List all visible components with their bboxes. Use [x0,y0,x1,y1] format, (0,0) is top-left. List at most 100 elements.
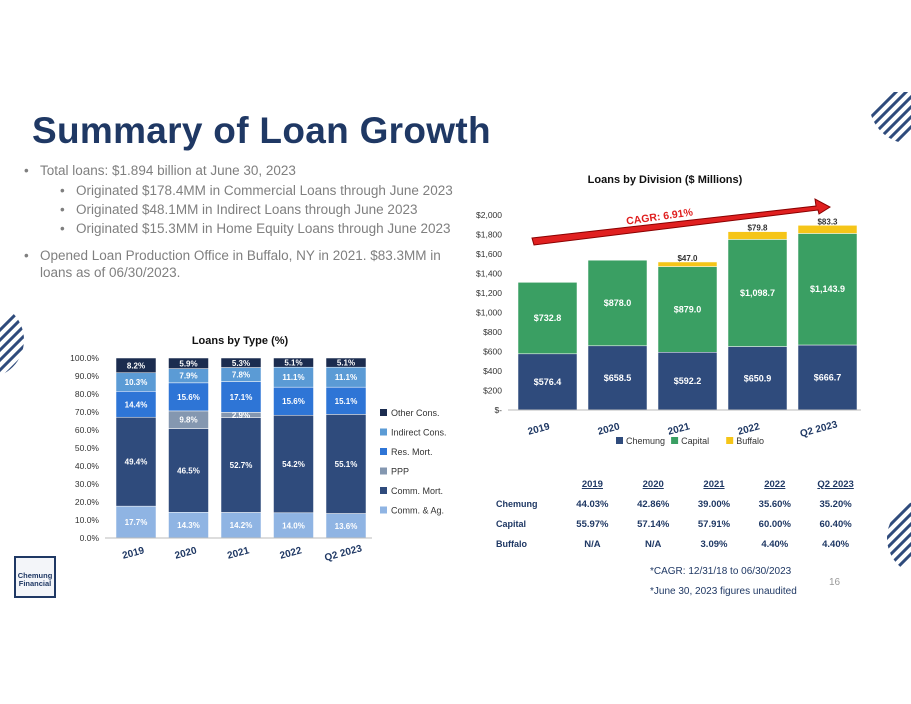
table-cell: 4.40% [822,538,850,550]
division-share-table: 2019 2020 2021 2022 Q2 2023 Chemung 44.0… [496,474,866,554]
cagr-arrow [531,198,831,246]
bar-segment [797,225,858,234]
data-label: 5.1% [284,359,302,368]
row-label: Chemung [496,499,538,509]
data-label: 7.8% [232,371,250,380]
data-label: 14.0% [282,521,305,530]
legend-swatch [671,437,679,444]
table-cell: 35.20% [819,498,852,510]
bar-segment [220,381,262,413]
legend-swatch [726,437,734,444]
x-tick-label: 2020 [174,545,199,561]
y-tick-label: $- [494,405,502,415]
bar-segment [273,357,314,368]
legend-label: Res. Mort. [391,447,433,457]
x-tick-label: 2019 [121,545,146,561]
data-label: 15.1% [335,397,358,406]
table-cell: 42.86% [637,498,670,510]
x-tick-label: 2019 [527,421,552,437]
legend-label: PPP [391,467,409,477]
data-label: $879.0 [674,304,702,314]
bar-segment [517,353,578,411]
decor-stripes-top-right [869,92,911,144]
bar-segment [325,414,367,514]
table-header-cell: 2022 [764,478,786,490]
x-tick-label: 2020 [597,421,622,437]
loans-by-type-title: Loans by Type (%) [191,335,289,347]
y-tick-label: $600 [483,347,502,357]
table-cell: 4.40% [761,538,789,550]
data-label: $576.4 [534,377,562,387]
legend-swatch [380,506,387,514]
bar-segment [168,512,209,539]
data-label: 11.1% [282,373,304,382]
data-label: 14.3% [177,521,200,530]
data-label: 15.6% [177,393,200,402]
data-label: 52.7% [230,461,253,470]
bar-segment [657,266,718,353]
table-header-cell: 2021 [703,478,725,490]
data-label: 5.1% [337,359,355,368]
legend-label: Chemung [626,436,665,446]
legend-label: Buffalo [736,436,764,446]
loans-by-division-title: Loans by Division ($ Millions) [587,174,743,186]
bar-segment [517,282,578,355]
table-cell: 39.00% [697,498,731,510]
table-cell: 57.91% [697,518,731,530]
bar-segment [797,344,858,411]
bar-segment [220,357,262,368]
y-tick-label: 50.0% [75,443,100,453]
data-label: $83.3 [817,217,838,226]
data-label: 46.5% [177,466,200,475]
table-cell: N/A [645,538,662,550]
data-label: 5.9% [179,359,197,368]
data-label: 54.2% [282,460,305,469]
bar-segment [587,259,648,347]
bar-segment [168,357,209,369]
table-header-cell: 2020 [642,478,664,490]
y-tick-label: 70.0% [75,407,100,417]
y-tick-label: $1,200 [476,288,502,298]
table-cell: 60.40% [819,518,852,530]
data-label: $732.8 [534,313,562,323]
bar-segment [168,382,209,412]
data-label: 5.3% [232,359,250,368]
loans-by-type-chart: 0.0% 10.0% 20.0% 30.0% 40.0% 50.0% 60.0% 70.0% 8… [70,353,447,564]
data-label: 14.2% [230,521,253,530]
data-label: $650.9 [744,373,772,383]
data-label: 9.8% [179,416,197,425]
data-label: $1,098.7 [740,288,775,298]
bar-segment [273,414,314,514]
bar-segment [115,416,157,507]
data-label: 13.6% [335,522,358,531]
y-tick-label: 0.0% [80,533,100,543]
legend-swatch [380,409,387,416]
bar-segment [727,346,788,411]
data-label: $1,143.9 [810,284,845,294]
data-label: 17.1% [230,393,253,402]
footnote-unaudited: *June 30, 2023 figures unaudited [650,586,797,597]
table-row: Buffalo N/A N/A 3.09% 4.40% 4.40% [496,534,866,554]
y-tick-label: 60.0% [75,425,100,435]
data-label: 2.9% [232,411,250,420]
x-tick-label: 2022 [279,545,304,561]
data-label: $47.0 [677,254,698,263]
bar-segment [168,428,209,513]
table-row: Chemung 44.03% 42.86% 39.00% 35.60% 35.2… [496,494,866,514]
bullet-total-loans: Total loans: $1.894 billion at June 30, … [24,162,464,179]
data-label: 11.1% [335,373,357,382]
bullet-buffalo-office: Opened Loan Production Office in Buffalo… [24,247,464,281]
loans-by-division-chart: $- $200 $400 $600 $800 $1,000 $1,200 $1,400 $1,6… [476,198,861,446]
data-label: $878.0 [604,298,632,308]
data-label: 14.4% [125,400,148,409]
legend-label: Indirect Cons. [391,428,447,438]
data-label: 55.1% [335,460,358,469]
y-tick-label: $400 [483,366,502,376]
table-header-row: 2019 2020 2021 2022 Q2 2023 [496,474,866,494]
legend-label: Capital [681,436,709,446]
legend-swatch [380,467,387,475]
data-label: 10.3% [125,378,148,387]
y-tick-label: $1,800 [476,230,502,240]
data-label: $666.7 [814,372,842,382]
data-label: 8.2% [127,361,145,370]
